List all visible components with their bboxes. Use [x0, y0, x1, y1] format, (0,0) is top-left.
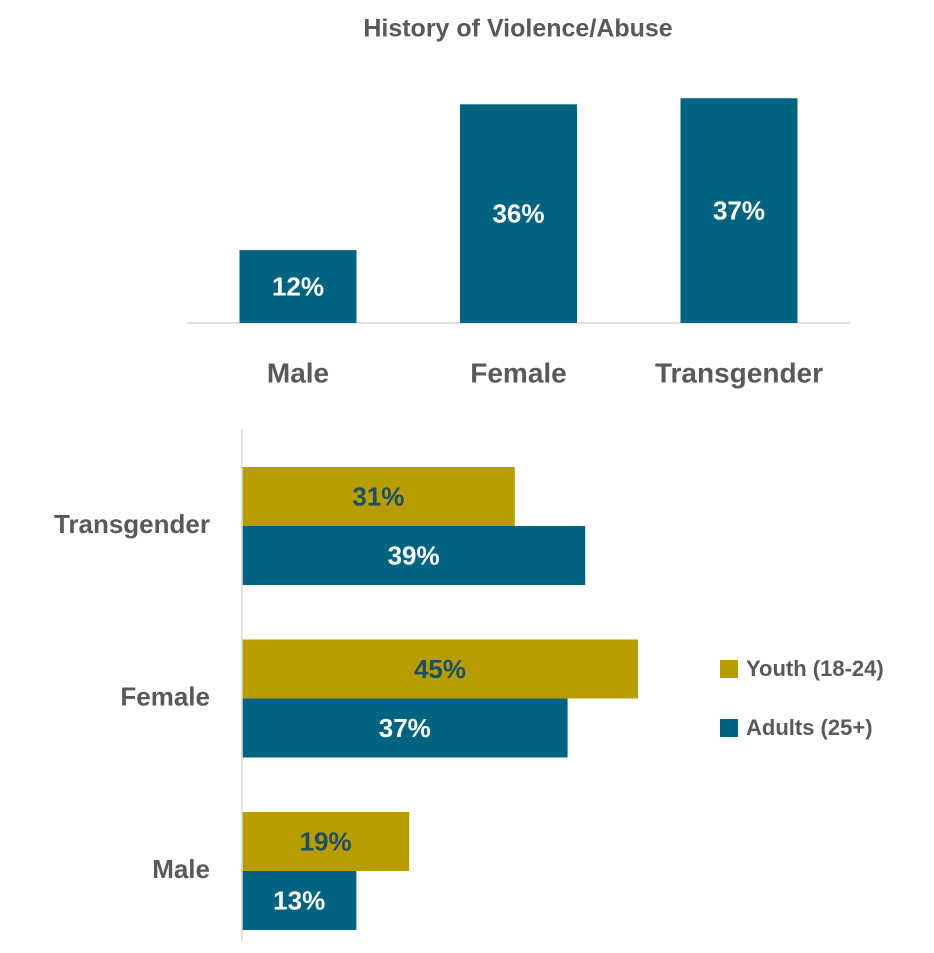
value-label: 12%	[272, 271, 324, 301]
bar	[460, 104, 577, 323]
value-label: 45%	[414, 654, 466, 684]
bar	[242, 526, 586, 585]
value-label: 39%	[388, 540, 440, 570]
value-label: 13%	[273, 885, 325, 915]
bar	[242, 467, 515, 526]
legend-swatch	[720, 719, 738, 737]
chart-title: History of Violence/Abuse	[363, 15, 672, 43]
y-tick-label: Female	[120, 681, 210, 711]
legend-swatch	[720, 660, 738, 678]
bar	[242, 871, 357, 930]
x-tick-label: Female	[470, 357, 567, 388]
y-tick-label: Transgender	[54, 509, 210, 539]
bar	[242, 698, 568, 758]
bar	[242, 639, 638, 699]
value-label: 37%	[379, 713, 431, 743]
y-tick-label: Male	[152, 854, 210, 884]
value-label: 37%	[713, 195, 765, 225]
value-label: 36%	[492, 199, 544, 229]
value-label: 31%	[352, 481, 404, 511]
bar	[242, 812, 410, 871]
legend-label: Youth (18-24)	[746, 656, 884, 681]
bar	[239, 250, 357, 323]
bar	[680, 98, 798, 323]
value-label: 19%	[300, 826, 352, 856]
x-tick-label: Male	[267, 357, 329, 388]
legend-label: Adults (25+)	[746, 715, 873, 740]
x-tick-label: Transgender	[655, 357, 823, 388]
